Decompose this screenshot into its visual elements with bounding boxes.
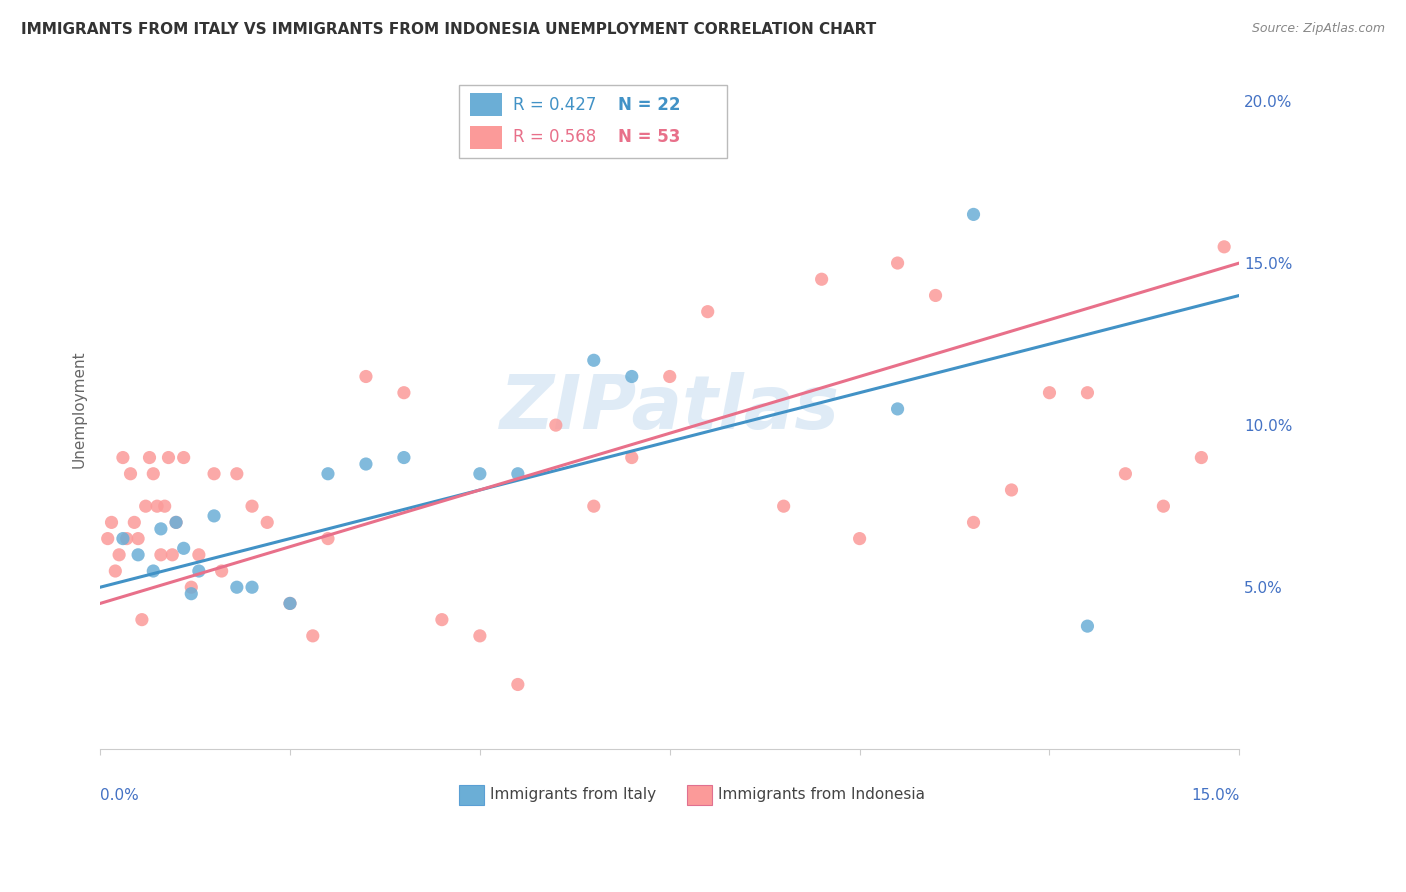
Point: [162, 548, 184, 562]
Point: [180, 587, 202, 601]
Point: [142, 467, 165, 481]
Point: [582, 499, 605, 513]
Point: [354, 369, 377, 384]
Point: [848, 532, 870, 546]
Point: [127, 548, 149, 562]
Point: [100, 516, 122, 530]
Point: [225, 467, 247, 481]
Point: [127, 532, 149, 546]
Point: [165, 516, 187, 530]
Point: [187, 548, 209, 562]
Point: [120, 467, 142, 481]
Point: [225, 580, 247, 594]
Point: [962, 516, 984, 530]
Text: 15.0%: 15.0%: [1191, 789, 1239, 803]
Point: [1076, 385, 1098, 400]
Point: [696, 304, 718, 318]
FancyBboxPatch shape: [471, 126, 502, 149]
Point: [278, 596, 301, 610]
Point: [124, 516, 146, 530]
Point: [430, 613, 453, 627]
Point: [468, 629, 491, 643]
Point: [1213, 240, 1236, 254]
Point: [620, 369, 643, 384]
Point: [582, 353, 605, 368]
Point: [135, 499, 157, 513]
Point: [111, 532, 134, 546]
Point: [108, 548, 131, 562]
Point: [111, 450, 134, 465]
Point: [316, 467, 339, 481]
Text: N = 53: N = 53: [619, 128, 681, 146]
Point: [165, 516, 187, 530]
Point: [278, 596, 301, 610]
Point: [1038, 385, 1060, 400]
Point: [1114, 467, 1136, 481]
Text: ZIPatlas: ZIPatlas: [499, 373, 839, 445]
Text: IMMIGRANTS FROM ITALY VS IMMIGRANTS FROM INDONESIA UNEMPLOYMENT CORRELATION CHAR: IMMIGRANTS FROM ITALY VS IMMIGRANTS FROM…: [21, 22, 876, 37]
Point: [392, 450, 415, 465]
FancyBboxPatch shape: [471, 93, 502, 116]
Point: [256, 516, 278, 530]
Point: [187, 564, 209, 578]
Text: 0.0%: 0.0%: [100, 789, 139, 803]
Text: N = 22: N = 22: [619, 95, 681, 113]
Point: [146, 499, 169, 513]
Point: [772, 499, 794, 513]
Point: [1076, 619, 1098, 633]
Point: [1189, 450, 1212, 465]
Point: [173, 541, 195, 556]
Point: [924, 288, 946, 302]
Point: [157, 450, 180, 465]
Point: [468, 467, 491, 481]
Point: [142, 564, 165, 578]
Point: [131, 613, 153, 627]
Point: [886, 256, 908, 270]
Text: Immigrants from Italy: Immigrants from Italy: [489, 788, 655, 803]
Point: [149, 522, 172, 536]
Point: [153, 499, 176, 513]
Text: R = 0.568: R = 0.568: [513, 128, 596, 146]
Point: [202, 508, 225, 523]
Point: [506, 677, 529, 691]
Point: [115, 532, 138, 546]
Point: [138, 450, 160, 465]
Point: [149, 548, 172, 562]
Point: [301, 629, 323, 643]
Point: [211, 564, 233, 578]
FancyBboxPatch shape: [686, 785, 711, 805]
Point: [1000, 483, 1022, 497]
Point: [658, 369, 681, 384]
Point: [240, 499, 263, 513]
Point: [810, 272, 832, 286]
Point: [506, 467, 529, 481]
Point: [544, 418, 567, 433]
FancyBboxPatch shape: [458, 85, 727, 159]
Text: Immigrants from Indonesia: Immigrants from Indonesia: [717, 788, 925, 803]
Point: [173, 450, 195, 465]
Point: [97, 532, 120, 546]
Point: [202, 467, 225, 481]
Point: [240, 580, 263, 594]
Point: [886, 401, 908, 416]
Point: [1152, 499, 1174, 513]
Point: [392, 385, 415, 400]
Point: [180, 580, 202, 594]
Point: [962, 207, 984, 221]
Point: [316, 532, 339, 546]
Y-axis label: Unemployment: Unemployment: [72, 350, 86, 467]
Point: [620, 450, 643, 465]
Text: Source: ZipAtlas.com: Source: ZipAtlas.com: [1251, 22, 1385, 36]
Point: [104, 564, 127, 578]
Text: R = 0.427: R = 0.427: [513, 95, 596, 113]
FancyBboxPatch shape: [458, 785, 484, 805]
Point: [354, 457, 377, 471]
